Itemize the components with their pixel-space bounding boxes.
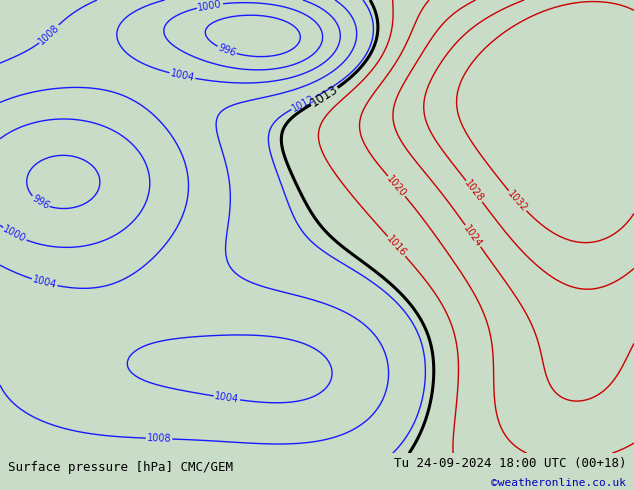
Text: 1013: 1013 bbox=[308, 83, 340, 110]
Text: 1000: 1000 bbox=[1, 224, 28, 245]
Text: 1000: 1000 bbox=[197, 0, 223, 12]
Text: ©weatheronline.co.uk: ©weatheronline.co.uk bbox=[491, 478, 626, 488]
Text: 1004: 1004 bbox=[32, 274, 58, 291]
Text: Tu 24-09-2024 18:00 UTC (00+18): Tu 24-09-2024 18:00 UTC (00+18) bbox=[394, 457, 626, 470]
Text: 1004: 1004 bbox=[169, 68, 195, 83]
Text: 996: 996 bbox=[217, 43, 237, 58]
Text: 1008: 1008 bbox=[37, 22, 61, 46]
Text: Surface pressure [hPa] CMC/GEM: Surface pressure [hPa] CMC/GEM bbox=[8, 462, 233, 474]
Text: 1012: 1012 bbox=[290, 93, 316, 113]
Text: 1028: 1028 bbox=[463, 178, 486, 204]
Text: 1008: 1008 bbox=[146, 433, 171, 444]
Text: 1020: 1020 bbox=[385, 173, 408, 199]
Text: 1004: 1004 bbox=[214, 391, 240, 405]
Text: 1032: 1032 bbox=[505, 188, 529, 214]
Text: 996: 996 bbox=[30, 194, 51, 212]
Text: 1016: 1016 bbox=[385, 234, 408, 259]
Text: 1024: 1024 bbox=[462, 223, 484, 249]
